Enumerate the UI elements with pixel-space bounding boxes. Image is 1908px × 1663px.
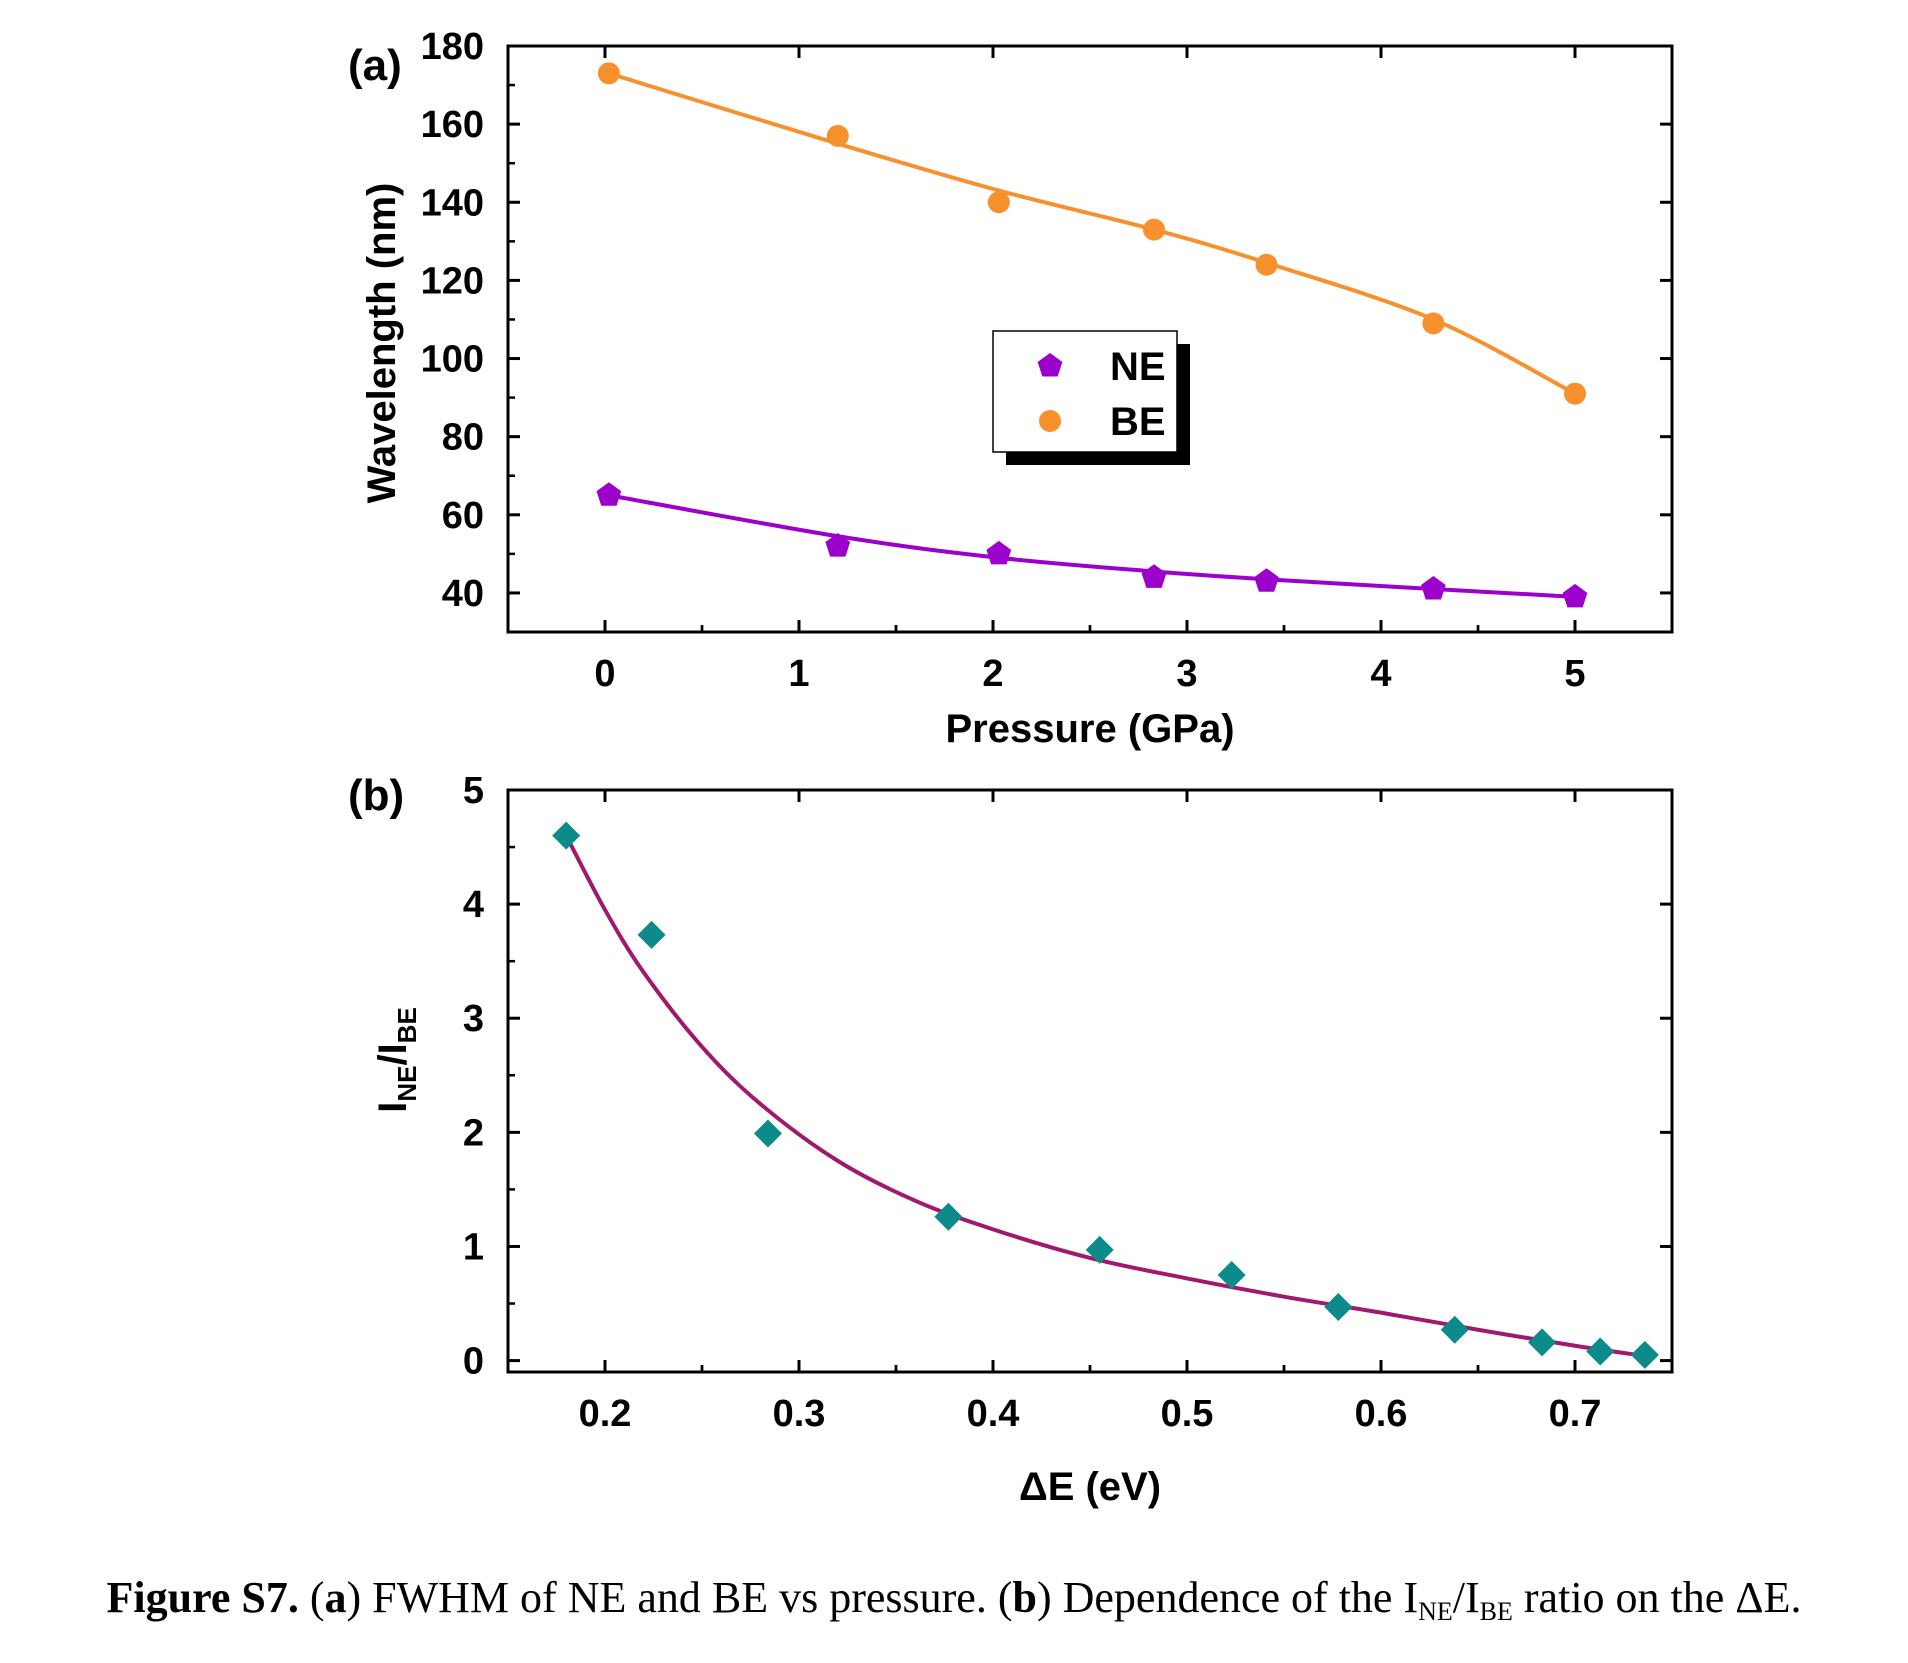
panel-a-x-tick-label: 4 [1370, 653, 1391, 695]
legend-marker-be [1039, 410, 1061, 432]
panel-a-y-tick-label: 160 [421, 104, 484, 146]
panel-b-x-tick-label: 0.5 [1161, 1393, 1214, 1435]
panel-a-chart: (a) 0 1 2 3 4 5 40 60 80 100 120 140 160 180 Pressure… [348, 26, 1674, 751]
panel-b-y-tick-label: 1 [463, 1226, 484, 1268]
data-point-ratio [1085, 1235, 1114, 1264]
panel-a-y-tick-label: 60 [442, 495, 484, 537]
caption-label: Figure S7. [106, 1573, 299, 1622]
data-point-ne [596, 482, 622, 506]
data-point-ne [1254, 568, 1279, 592]
data-point-ratio [552, 821, 581, 850]
panel-a-x-tick-label: 1 [788, 653, 809, 695]
data-point-ratio [753, 1119, 782, 1148]
caption-slash: /I [1452, 1573, 1480, 1622]
panel-b-y-tick-label: 3 [463, 998, 484, 1040]
panel-a-y-tick-label: 40 [442, 573, 484, 615]
data-point-ratio [1324, 1292, 1353, 1321]
legend-markers [1037, 353, 1063, 432]
panel-b-y-tick-label: 2 [463, 1112, 484, 1154]
caption-text-1: ( [298, 1573, 325, 1622]
panel-b-axes: 0.2 0.3 0.4 0.5 0.6 0.7 0 1 2 3 4 5 [463, 770, 1672, 1435]
fit-curve-ratio [564, 834, 1646, 1358]
panel-b-x-axis-label: ΔE (eV) [1019, 1465, 1161, 1509]
data-point-ne [1141, 564, 1167, 588]
panel-b-x-tick-label: 0.6 [1355, 1393, 1408, 1435]
caption-text-a: ) FWHM of NE and BE vs pressure. ( [346, 1573, 1013, 1622]
panel-a-y-tick-label: 120 [421, 260, 484, 302]
panel-b-label: (b) [348, 771, 404, 820]
panel-b-x-tick-label: 0.2 [579, 1393, 632, 1435]
panel-b-y-tick-label: 0 [463, 1341, 484, 1383]
panel-a-data-points [596, 62, 1588, 608]
panel-a-x-tick-label: 5 [1564, 653, 1585, 695]
panel-b-x-tick-label: 0.7 [1549, 1393, 1602, 1435]
data-point-be [1564, 382, 1586, 405]
legend-box [992, 330, 1178, 453]
data-point-ratio [637, 920, 666, 949]
legend-label-be: BE [1110, 400, 1166, 444]
data-point-ratio [1586, 1337, 1615, 1366]
data-point-ne [986, 540, 1012, 565]
panel-b-fit-curve [564, 834, 1646, 1358]
panel-a-y-tick-label: 140 [421, 182, 484, 224]
caption-sub-be: BE [1479, 1597, 1513, 1626]
panel-a-legend: NE BE [992, 330, 1190, 465]
panel-b-y-axis-label: INE/IBE [371, 1007, 422, 1113]
data-point-ratio [1630, 1340, 1659, 1369]
panel-b-plot-frame [506, 788, 1674, 1374]
data-point-ratio [1528, 1328, 1557, 1357]
caption-part-a: a [324, 1573, 347, 1622]
data-point-ne [1562, 583, 1588, 608]
data-point-ratio [1440, 1315, 1469, 1344]
caption-part-b: b [1012, 1573, 1037, 1622]
caption-text-b: ) Dependence of the I [1036, 1573, 1419, 1622]
legend-marker-ne [1037, 353, 1063, 377]
data-point-be [597, 62, 620, 85]
panel-a-x-tick-label: 0 [594, 653, 615, 695]
panel-b-y-tick-label: 4 [463, 884, 484, 926]
data-point-be [1255, 253, 1278, 276]
data-point-ratio [1217, 1261, 1246, 1289]
panel-b-x-tick-label: 0.3 [773, 1393, 826, 1435]
panel-b-data-points [552, 821, 1659, 1369]
data-point-ratio [934, 1202, 963, 1231]
caption-text-end: ratio on the ΔE. [1512, 1573, 1802, 1622]
panel-a-x-tick-label: 2 [982, 653, 1003, 695]
panel-a-x-tick-label: 3 [1176, 653, 1197, 695]
panel-b-y-tick-label: 5 [463, 770, 484, 812]
panel-b-chart: (b) 0.2 0.3 0.4 0.5 0.6 0.7 0 1 2 3 4 5 ΔE (eV) INE… [348, 770, 1674, 1509]
data-point-be [1143, 218, 1166, 241]
caption-sub-ne: NE [1418, 1597, 1453, 1626]
panel-a-x-axis-label: Pressure (GPa) [945, 707, 1234, 751]
panel-b-x-tick-label: 0.4 [967, 1393, 1020, 1435]
data-point-be [826, 124, 849, 147]
panel-a-y-axis-label: Wavelength (nm) [360, 183, 404, 504]
panel-a-label: (a) [348, 41, 402, 90]
legend-label-ne: NE [1110, 345, 1166, 389]
figure-caption: Figure S7. (a) FWHM of NE and BE vs pres… [0, 1572, 1908, 1627]
panel-a-y-tick-label: 180 [421, 26, 484, 68]
panel-a-axes: 0 1 2 3 4 5 40 60 80 100 120 140 160 180 [421, 26, 1672, 695]
data-point-ne [1421, 576, 1446, 600]
data-point-ne [825, 533, 851, 557]
panel-a-y-tick-label: 80 [442, 417, 484, 459]
data-point-be [1422, 312, 1445, 335]
data-point-be [987, 191, 1010, 214]
panel-a-y-tick-label: 100 [421, 339, 484, 381]
